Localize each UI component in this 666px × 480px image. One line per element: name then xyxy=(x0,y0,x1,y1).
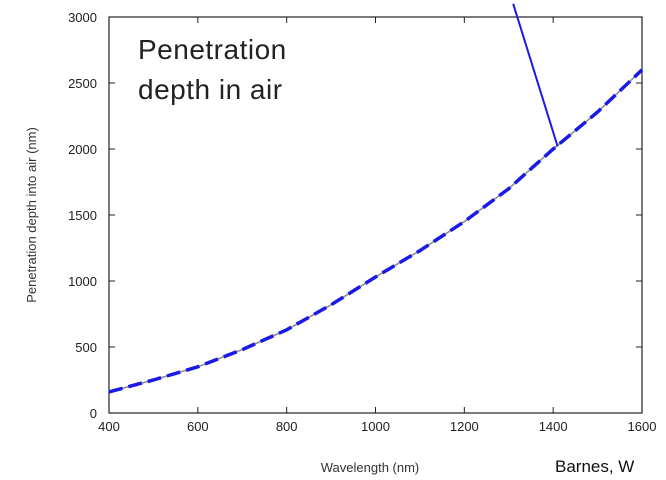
x-tick-label: 800 xyxy=(276,419,298,434)
credit-text: Barnes, W xyxy=(555,457,634,476)
reference-curve xyxy=(108,69,643,393)
pointer-line xyxy=(512,3,559,147)
x-tick-label: 1400 xyxy=(539,419,568,434)
x-axis-title: Wavelength (nm) xyxy=(321,460,420,475)
y-tick-label: 0 xyxy=(90,406,97,421)
x-tick-label: 400 xyxy=(98,419,120,434)
x-tick-label: 600 xyxy=(187,419,209,434)
annotation-layer: Penetration depth in air xyxy=(138,34,287,105)
y-tick-label: 2500 xyxy=(68,76,97,91)
annotation-line-2: depth in air xyxy=(138,74,283,105)
y-tick-label: 2000 xyxy=(68,142,97,157)
x-tick-label: 1000 xyxy=(361,419,390,434)
y-axis-title: Penetration depth into air (nm) xyxy=(24,127,39,303)
y-tick-label: 3000 xyxy=(68,10,97,25)
y-tick-label: 1000 xyxy=(68,274,97,289)
y-tick-label: 500 xyxy=(75,340,97,355)
annotation-line-1: Penetration xyxy=(138,34,287,65)
x-axis: 400 600 800 1000 1200 1400 1600 xyxy=(98,17,656,434)
x-tick-label: 1600 xyxy=(628,419,657,434)
series-layer xyxy=(108,3,644,394)
y-tick-label: 1500 xyxy=(68,208,97,223)
x-tick-label: 1200 xyxy=(450,419,479,434)
series-line xyxy=(108,68,644,394)
y-axis: 0 500 1000 1500 2000 2500 3000 xyxy=(68,10,642,421)
